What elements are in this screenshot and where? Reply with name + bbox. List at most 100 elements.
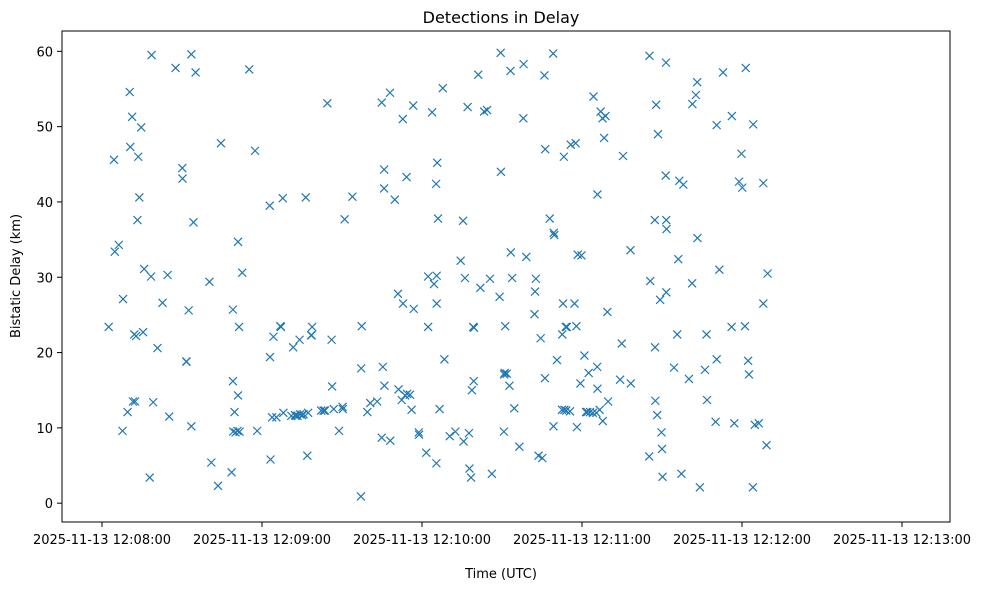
data-point-marker [549, 421, 558, 431]
data-point-marker [216, 138, 226, 148]
data-point-marker [562, 322, 572, 332]
data-point-marker [645, 276, 655, 286]
data-point-marker [615, 375, 625, 385]
data-point-marker [655, 295, 665, 305]
data-point-marker [114, 240, 124, 250]
data-point-marker [233, 237, 243, 247]
data-point-marker [329, 404, 339, 414]
data-point-marker [693, 233, 702, 243]
data-point-marker [347, 192, 357, 202]
data-point-marker [228, 376, 238, 386]
data-point-marker [131, 331, 141, 341]
data-point-marker [459, 436, 469, 446]
data-point-marker [128, 397, 138, 406]
data-point-marker [644, 452, 654, 461]
data-point-marker [148, 397, 158, 407]
data-point-marker [602, 307, 612, 317]
data-point-marker [340, 214, 350, 224]
data-point-marker [687, 99, 697, 109]
data-point-marker [450, 427, 460, 437]
data-point-marker [506, 66, 515, 76]
data-point-marker [737, 183, 747, 193]
data-point-marker [250, 146, 260, 156]
data-point-marker [737, 149, 746, 159]
data-point-marker [327, 382, 337, 391]
y-tick-label: 20 [36, 347, 53, 362]
data-point-marker [593, 189, 602, 199]
data-point-marker [540, 144, 550, 154]
data-point-marker [125, 142, 135, 152]
data-point-marker [423, 322, 433, 332]
data-points [104, 48, 773, 501]
data-point-marker [338, 404, 348, 414]
data-point-marker [502, 369, 512, 379]
data-point-marker [182, 357, 191, 367]
data-point-marker [651, 100, 661, 110]
data-point-marker [464, 428, 474, 438]
data-point-marker [506, 247, 516, 257]
data-point-marker [729, 418, 739, 428]
data-point-marker [661, 287, 671, 297]
data-point-marker [432, 299, 442, 309]
data-point-marker [592, 362, 602, 372]
data-point-marker [748, 482, 758, 492]
data-point-marker [700, 365, 710, 375]
data-point-marker [414, 427, 424, 437]
data-point-marker [252, 426, 262, 436]
data-point-marker [509, 403, 519, 413]
data-point-marker [499, 427, 509, 437]
data-point-marker [133, 152, 143, 162]
data-point-marker [479, 107, 489, 117]
data-point-marker [536, 333, 546, 343]
data-point-marker [398, 299, 408, 309]
data-point-marker [519, 59, 529, 69]
y-tick-label: 50 [36, 121, 53, 136]
data-point-marker [748, 119, 758, 129]
data-point-marker [186, 49, 196, 59]
data-point-marker [603, 397, 613, 406]
data-point-marker [463, 102, 473, 112]
data-point-marker [431, 179, 441, 189]
x-tick-label: 2025-11-13 12:09:00 [193, 533, 331, 548]
data-point-marker [475, 283, 485, 293]
data-point-marker [466, 473, 476, 482]
data-point-marker [662, 224, 671, 234]
data-point-marker [561, 322, 571, 332]
data-point-marker [650, 215, 660, 225]
data-point-marker [186, 421, 196, 431]
data-point-marker [566, 140, 576, 150]
data-point-marker [177, 163, 187, 173]
data-point-marker [469, 376, 479, 386]
data-point-marker [365, 398, 375, 408]
data-point-marker [409, 304, 419, 314]
data-point-marker [278, 193, 288, 203]
data-point-marker [650, 396, 660, 406]
data-point-marker [357, 321, 367, 331]
data-point-marker [303, 408, 313, 418]
data-point-marker [571, 321, 581, 331]
data-point-marker [530, 309, 539, 319]
data-point-marker [575, 379, 585, 388]
data-point-marker [754, 418, 764, 428]
data-point-marker [356, 363, 366, 373]
data-point-marker [189, 217, 198, 227]
data-point-marker [727, 111, 737, 121]
data-point-marker [714, 265, 724, 275]
data-point-marker [134, 193, 144, 202]
data-point-marker [164, 412, 174, 421]
data-point-marker [548, 49, 558, 59]
data-point-marker [530, 287, 540, 296]
data-point-marker [572, 422, 582, 432]
data-point-marker [545, 214, 555, 223]
data-point-marker [320, 406, 330, 415]
data-point-marker [521, 252, 531, 262]
data-point-marker [427, 107, 437, 117]
y-tick-label: 0 [45, 497, 53, 512]
data-point-marker [429, 279, 439, 289]
data-point-marker [438, 83, 448, 93]
data-point-marker [158, 298, 167, 308]
data-point-marker [763, 269, 773, 278]
data-point-marker [206, 458, 216, 467]
data-point-marker [626, 245, 635, 255]
data-point-marker [601, 111, 610, 121]
